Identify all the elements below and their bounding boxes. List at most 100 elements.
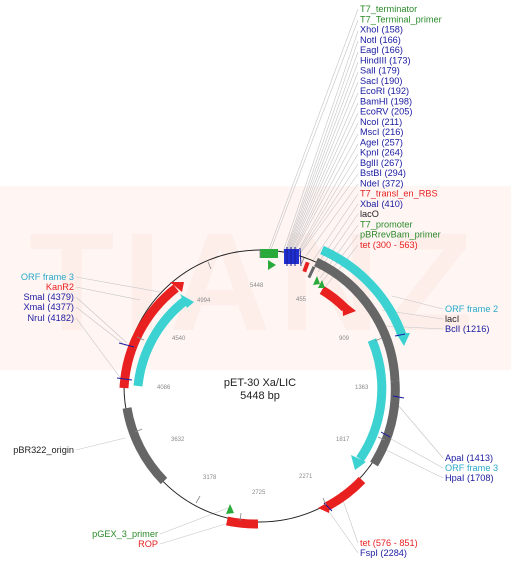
leader-line <box>298 163 359 255</box>
scale-label: 5448 <box>250 283 264 289</box>
leader-line <box>299 173 359 255</box>
label-t7-promoter: T7_promoter <box>360 219 413 229</box>
label-bglii-267: BglII (267) <box>360 158 402 168</box>
label-smai-4379: SmaI (4379) <box>23 292 74 302</box>
label-laci: lacI <box>445 314 459 324</box>
t7-rbs-feature <box>302 261 310 273</box>
leader-line <box>75 317 123 381</box>
label-tet-576-851: tet (576 - 851) <box>360 538 418 548</box>
scale-label: 1363 <box>355 385 369 391</box>
scale-tick <box>136 336 145 341</box>
leader-line <box>293 133 359 254</box>
orf-frame-2-arrowhead <box>396 333 410 346</box>
scale-label: 4086 <box>157 385 171 391</box>
label-ecori-192: EcoRI (192) <box>360 86 409 96</box>
label-orf-frame-3: ORF frame 3 <box>445 463 498 473</box>
label-pbr322-origin: pBR322_origin <box>13 445 74 455</box>
scale-label: 1817 <box>336 437 350 443</box>
t7-terminator-feature <box>260 249 278 258</box>
orf-frame-3-left-arrowhead <box>180 294 194 308</box>
enzyme-tick <box>392 395 405 399</box>
leader-line <box>75 286 141 301</box>
label-xmai-4377: XmaI (4377) <box>23 302 74 312</box>
leader-line <box>391 295 444 310</box>
leader-line <box>311 193 359 263</box>
label-fspi-2284: FspI (2284) <box>360 548 407 558</box>
plasmid-name: pET-30 Xa/LIC <box>224 377 296 389</box>
enzyme-tick <box>118 342 135 348</box>
leader-line <box>159 507 229 535</box>
leader-line <box>327 509 359 554</box>
label-t7-terminator: T7_terminator <box>360 4 417 14</box>
orf-frame-3-right-arrowhead <box>351 455 366 470</box>
mcs-tick <box>299 247 302 267</box>
label-bstbi-294: BstBI (294) <box>360 168 406 178</box>
leader-line <box>285 51 359 253</box>
leader-line <box>159 521 233 545</box>
label-t7-transl-en-rbs: T7_transl_en_RBS <box>360 189 438 199</box>
scale-label: 4540 <box>172 336 186 342</box>
label-orf-frame-2: ORF frame 2 <box>445 304 498 314</box>
pbr322-origin-feature <box>122 407 168 485</box>
plasmid-size: 5448 bp <box>240 390 280 402</box>
label-noti-166: NotI (166) <box>360 35 401 45</box>
scale-tick-marks <box>134 250 386 522</box>
pbrrevbam-primer-arrowhead <box>318 280 325 288</box>
orf-frame-3-right-feature <box>356 338 387 462</box>
label-ecorv-205: EcoRV (205) <box>360 107 412 117</box>
leader-line <box>75 306 127 347</box>
leader-line <box>292 122 359 254</box>
pgex-primer-arrowhead <box>226 504 234 514</box>
label-msci-216: MscI (216) <box>360 127 403 137</box>
label-pgex-3-primer: pGEX_3_primer <box>92 529 158 539</box>
leader-line <box>288 81 359 253</box>
leader-line <box>75 276 161 293</box>
scale-label: 3178 <box>203 475 217 481</box>
label-saci-190: SacI (190) <box>360 76 402 86</box>
kanr2-feature <box>119 284 179 389</box>
watermark: TIANZ <box>0 186 511 370</box>
scale-label: 3632 <box>171 437 185 443</box>
scale-tick <box>195 495 201 504</box>
scale-labels: 5448 455 909 1363 1817 2271 2725 3178 36… <box>157 283 369 496</box>
scale-tick <box>374 337 383 342</box>
label-tet-300-563: tet (300 - 563) <box>360 240 418 250</box>
enzyme-tick <box>116 377 133 381</box>
scale-label: 4994 <box>197 298 211 304</box>
orf-frame-2-feature <box>320 245 407 337</box>
label-hindiii-173: HindIII (173) <box>360 55 411 65</box>
label-agei-257: AgeI (257) <box>360 137 403 147</box>
scale-label: 2725 <box>252 490 266 496</box>
watermark-band <box>0 186 511 370</box>
leader-line <box>282 30 359 253</box>
label-laco: lacO <box>360 209 379 219</box>
scale-tick <box>239 512 242 522</box>
leader-line <box>284 40 359 253</box>
scale-label: 455 <box>296 297 307 303</box>
leader-line <box>383 434 444 469</box>
leader-line <box>290 102 359 253</box>
laci-feature <box>314 257 400 382</box>
features <box>116 245 410 529</box>
label-xhoi-158: XhoI (158) <box>360 25 403 35</box>
leader-line <box>287 71 359 253</box>
label-hpai-1708: HpaI (1708) <box>445 473 494 483</box>
label-sali-179: SalI (179) <box>360 66 400 76</box>
label-pbrrevbam-primer: pBRrevBam_primer <box>360 230 441 240</box>
label-rop: ROP <box>138 539 158 549</box>
label-bcli-1216: BclI (1216) <box>445 324 489 334</box>
leader-line <box>75 437 126 451</box>
label-nrui-4182: NruI (4182) <box>28 313 74 323</box>
enzyme-tick <box>380 431 391 438</box>
tet-lower-arrowhead <box>318 501 330 513</box>
label-t7-terminal-primer: T7_Terminal_primer <box>360 14 442 24</box>
leader-line <box>291 112 359 254</box>
label-ncoi-211: NcoI (211) <box>360 117 402 127</box>
orf-frame-3-left-feature <box>133 296 189 387</box>
enzyme-tick <box>394 333 406 337</box>
leader-line <box>391 397 444 459</box>
scale-tick <box>300 257 305 266</box>
leader-line <box>75 296 128 344</box>
